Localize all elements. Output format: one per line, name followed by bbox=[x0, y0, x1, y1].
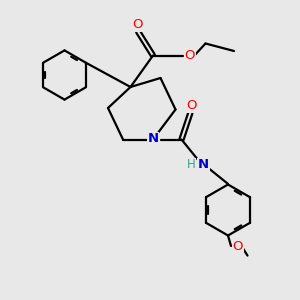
Text: N: N bbox=[147, 132, 159, 146]
Text: O: O bbox=[232, 239, 243, 253]
Text: N: N bbox=[198, 158, 209, 172]
Text: O: O bbox=[187, 99, 197, 112]
Text: O: O bbox=[132, 18, 143, 32]
Text: H: H bbox=[187, 158, 196, 172]
Text: O: O bbox=[184, 49, 195, 62]
